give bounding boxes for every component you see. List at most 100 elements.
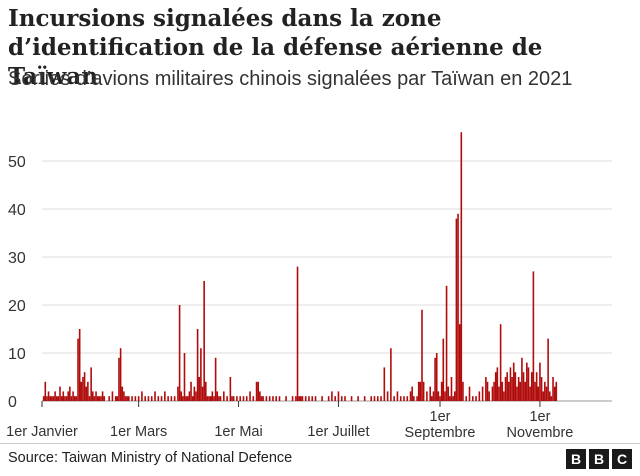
bar: [521, 357, 523, 401]
bar: [275, 396, 278, 401]
bar: [51, 396, 53, 401]
bar: [555, 381, 558, 401]
bar: [245, 396, 248, 401]
bar: [511, 377, 513, 401]
bar: [95, 391, 97, 401]
bar: [380, 396, 382, 401]
bar: [468, 386, 471, 401]
bar: [314, 396, 317, 401]
bar: [532, 271, 535, 401]
bar: [131, 396, 133, 401]
bar: [78, 329, 81, 401]
bar: [311, 396, 314, 401]
bar: [173, 396, 176, 401]
bar: [475, 396, 477, 401]
y-tick-label: 50: [8, 154, 26, 171]
bar: [111, 391, 114, 401]
bar: [370, 396, 373, 401]
bar: [144, 396, 146, 401]
bar: [65, 396, 68, 401]
bar: [103, 396, 106, 401]
bar: [239, 396, 241, 401]
bar: [47, 391, 50, 401]
bar: [69, 386, 71, 401]
bar: [373, 396, 376, 401]
bar: [90, 367, 92, 401]
bar: [123, 391, 125, 401]
bar: [211, 391, 214, 401]
bar: [126, 396, 128, 401]
bar: [504, 377, 507, 401]
bar: [337, 391, 340, 401]
bar: [231, 396, 233, 401]
bar: [535, 372, 538, 401]
y-tick-label: 10: [8, 346, 26, 363]
bar: [539, 362, 541, 401]
bar: [177, 386, 179, 401]
bar: [485, 377, 487, 401]
bar: [114, 396, 117, 401]
bar: [544, 381, 546, 401]
bar: [98, 396, 101, 401]
bar: [439, 396, 441, 401]
bar: [445, 285, 448, 401]
bar: [522, 372, 525, 401]
bar: [70, 396, 73, 401]
bar: [524, 381, 526, 401]
bar: [268, 396, 271, 401]
y-axis: 0 10 20 30 40 50: [8, 154, 26, 411]
x-tick-label: 1er Juillet: [307, 424, 369, 440]
bar: [399, 396, 402, 401]
bar: [411, 386, 413, 401]
bar: [260, 396, 263, 401]
bar: [134, 396, 137, 401]
bar: [417, 381, 420, 401]
bar: [527, 367, 530, 401]
bar: [519, 381, 522, 401]
bar: [201, 386, 204, 401]
bar: [128, 396, 130, 401]
bar: [219, 396, 222, 401]
bar: [72, 391, 74, 401]
bar: [419, 381, 422, 401]
bar: [426, 391, 428, 401]
bar: [208, 396, 210, 401]
bar: [262, 396, 264, 401]
bar: [308, 396, 310, 401]
bar: [196, 329, 199, 401]
bar: [82, 377, 84, 401]
bar: [186, 396, 189, 401]
bar: [421, 309, 423, 401]
bar: [499, 324, 502, 401]
bar: [77, 338, 79, 401]
bar: [226, 396, 228, 401]
bar: [517, 377, 520, 401]
bar: [252, 396, 255, 401]
bar: [298, 396, 300, 401]
bar: [73, 396, 76, 401]
y-tick-label: 40: [8, 202, 26, 219]
bar: [88, 396, 91, 401]
bar: [301, 396, 304, 401]
x-tick-label: Novembre: [506, 425, 573, 441]
bar: [154, 391, 156, 401]
bar: [200, 348, 202, 401]
bar: [540, 377, 543, 401]
bar: [229, 377, 232, 401]
x-tick-label: 1er: [430, 409, 451, 425]
bar: [190, 381, 192, 401]
y-tick-label: 0: [8, 394, 17, 411]
bar: [80, 381, 83, 401]
bar: [403, 396, 405, 401]
bar: [509, 367, 512, 401]
bar: [457, 213, 459, 401]
bar: [62, 391, 65, 401]
bar: [46, 396, 48, 401]
bar: [550, 396, 553, 401]
bar: [478, 391, 481, 401]
bar: [393, 396, 395, 401]
bar: [44, 381, 47, 401]
bar: [434, 357, 436, 401]
bar: [514, 372, 517, 401]
bar: [206, 396, 209, 401]
